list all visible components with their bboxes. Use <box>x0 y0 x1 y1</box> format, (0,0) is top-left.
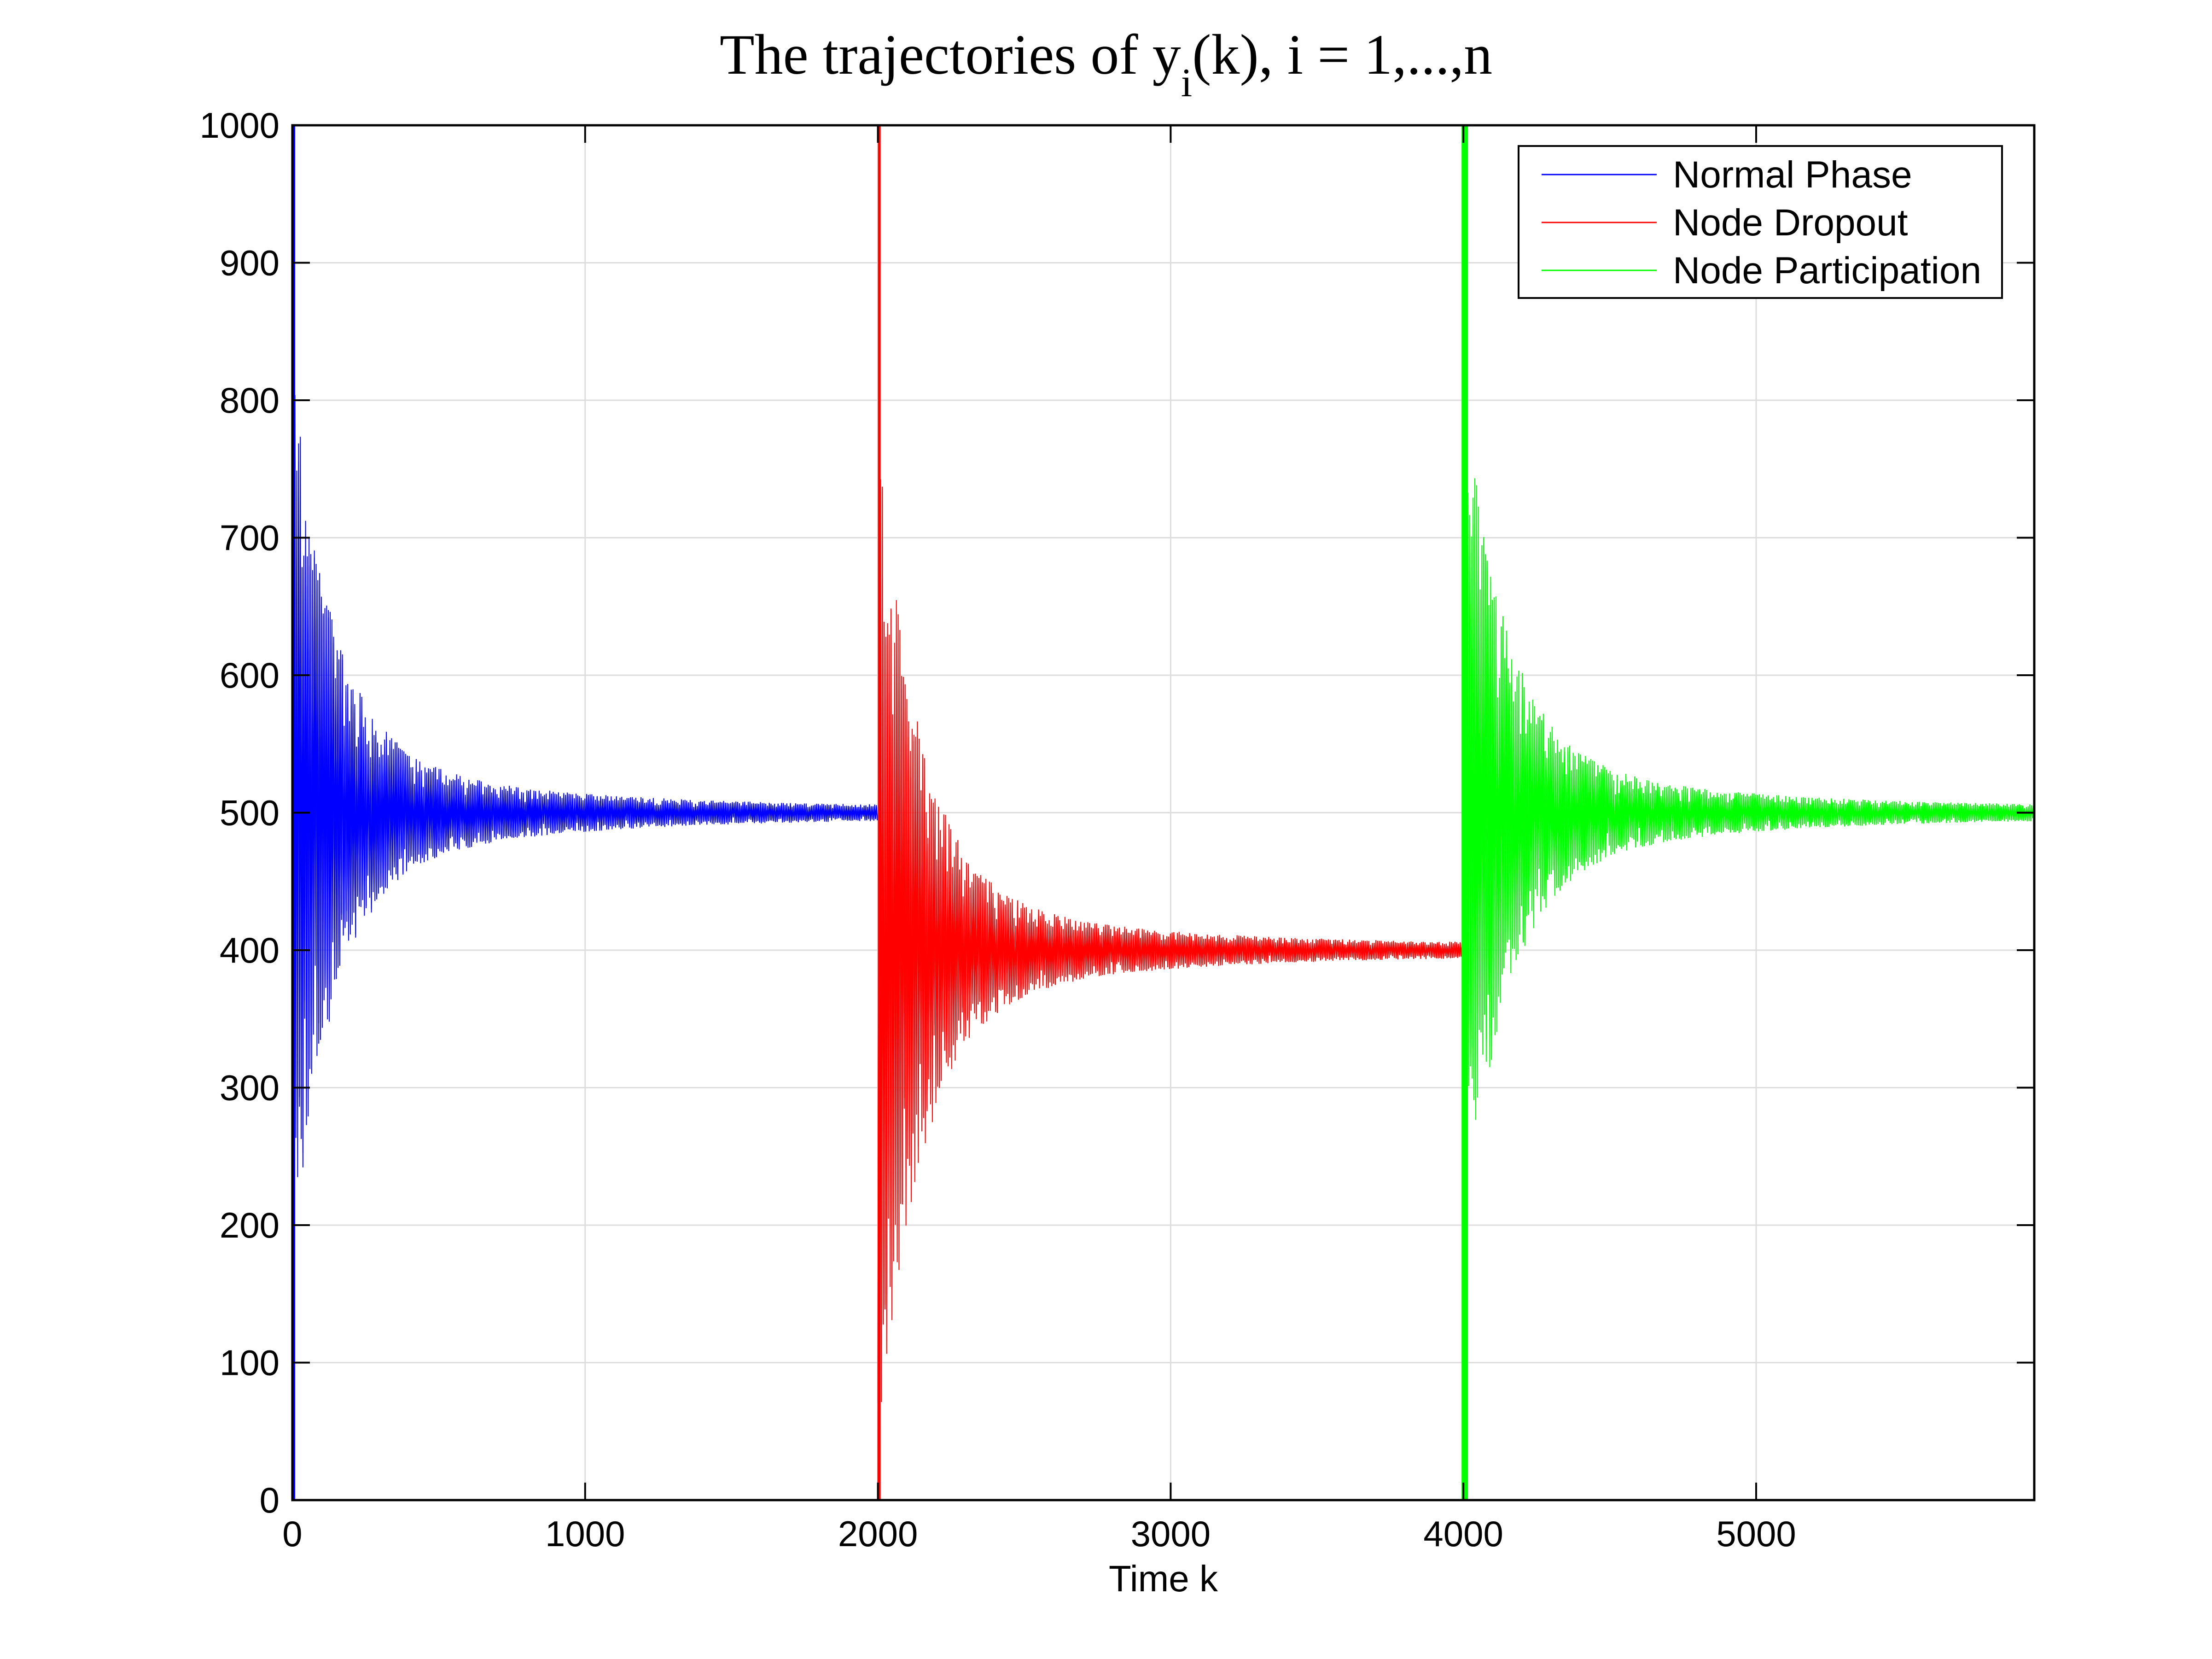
x-tick-label: 5000 <box>1716 1513 1796 1554</box>
legend-label-normal-phase: Normal Phase <box>1673 154 1912 196</box>
y-tick-label: 100 <box>220 1343 279 1383</box>
y-tick-label: 800 <box>220 380 279 421</box>
chart-title-suffix: (k), i = 1,...,n <box>1192 23 1492 86</box>
y-tick-label: 1000 <box>199 105 279 146</box>
legend: Normal Phase Node Dropout Node Participati… <box>1518 145 2003 299</box>
series-trajectory-line <box>1463 201 2035 1496</box>
y-tick-label: 600 <box>220 655 279 695</box>
y-tick-label: 900 <box>220 243 279 283</box>
y-tick-label: 500 <box>220 793 279 833</box>
chart-title: The trajectories of yi(k), i = 1,...,n <box>720 23 1492 105</box>
x-tick-label: 3000 <box>1131 1513 1211 1554</box>
y-tick-label: 200 <box>220 1205 279 1245</box>
legend-label-node-participation: Node Participation <box>1673 250 1981 292</box>
y-tick-label: 700 <box>220 518 279 558</box>
x-axis-label: Time k <box>1109 1558 1218 1599</box>
y-tick-label: 0 <box>260 1480 279 1520</box>
series-trajectory-line <box>1463 394 2035 1316</box>
y-tick-label: 400 <box>220 930 279 970</box>
chart-title-prefix: The trajectories of y <box>720 23 1181 86</box>
series-node-participation <box>1461 125 2035 1500</box>
x-tick-label: 4000 <box>1423 1513 1503 1554</box>
x-tick-label: 2000 <box>838 1513 918 1554</box>
series-trajectory-line <box>877 475 1463 1501</box>
chart-title-subscript: i <box>1181 61 1192 105</box>
series-trajectory-line <box>292 161 878 1444</box>
x-tick-label: 1000 <box>545 1513 625 1554</box>
legend-label-node-dropout: Node Dropout <box>1673 202 1908 244</box>
series-node-dropout <box>877 125 1463 1501</box>
x-tick-label: 0 <box>282 1513 302 1554</box>
tick-labels: 0 1000 2000 3000 4000 5000 0 100 200 300 400 500 600… <box>199 105 1796 1554</box>
axis-ticks <box>291 124 2034 1501</box>
y-tick-label: 300 <box>220 1068 279 1108</box>
